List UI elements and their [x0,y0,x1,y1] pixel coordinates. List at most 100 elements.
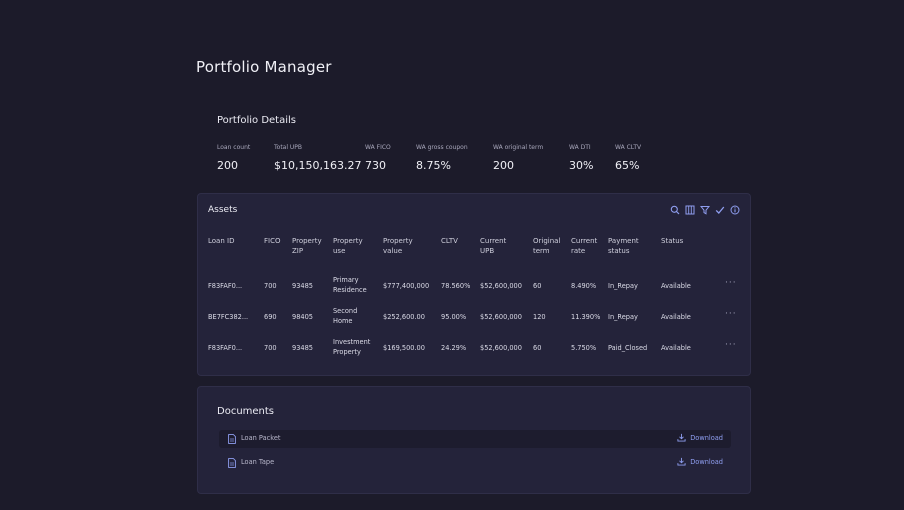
search-icon[interactable] [670,205,680,215]
cell-original-term: 60 [533,282,542,290]
metric-value: 8.75% [416,159,451,172]
cell-fico: 690 [264,313,277,321]
header-line: Loan ID [208,237,235,245]
cell-loan-id: F83FAF0... [208,282,243,290]
cell-original-term: 120 [533,313,546,321]
cell-loan-id: BE7FC382... [208,313,249,321]
cell-current-rate: 5.750% [571,344,597,352]
cell-current-upb: $52,600,000 [480,344,522,352]
column-header-property-zip[interactable]: Property ZIP [292,236,322,256]
cell-line: Home [333,317,353,325]
metric-value: 65% [615,159,640,172]
cell-original-term: 60 [533,344,542,352]
cell-zip: 93485 [292,344,313,352]
cell-payment-status: Paid_Closed [608,344,648,352]
cell-payment-status: In_Repay [608,313,638,321]
assets-toolbar [670,205,740,215]
cell-fico: 700 [264,282,277,290]
cell-property-use: Investment Property [333,337,370,357]
cell-cltv: 24.29% [441,344,467,352]
cell-cltv: 95.00% [441,313,467,321]
column-header-property-value[interactable]: Property value [383,236,413,256]
document-icon [228,458,236,468]
metric-label: Total UPB [274,144,303,151]
column-header-current-rate[interactable]: Current rate [571,236,597,256]
metric-label: WA gross coupon [416,144,468,151]
header-line: FICO [264,237,281,245]
metric-wa-dti: WA DTI 30% [569,144,593,172]
metric-loan-count: Loan count 200 [217,144,250,172]
download-button[interactable]: Download [677,433,723,442]
header-line: Property [333,237,363,245]
cell-line: Investment [333,338,371,346]
document-row[interactable]: Loan Packet Download [219,430,731,448]
metric-value: 30% [569,159,594,172]
cell-line: Second [333,307,358,315]
header-line: term [533,247,550,255]
column-header-fico[interactable]: FICO [264,236,281,246]
header-line: value [383,247,403,255]
cell-status: Available [661,313,691,321]
row-more-button[interactable]: ··· [725,278,737,288]
column-header-property-use[interactable]: Property use [333,236,363,256]
filter-icon[interactable] [700,205,710,215]
cell-current-rate: 11.390% [571,313,601,321]
header-line: Current [571,237,598,245]
cell-loan-id: F83FAF0... [208,344,243,352]
header-line: Property [383,237,413,245]
download-label: Download [690,433,723,442]
metric-label: WA FICO [365,144,391,151]
metric-label: WA DTI [569,144,591,151]
documents-title: Documents [217,406,275,417]
document-icon [228,434,236,444]
header-line: Payment [608,237,639,245]
metric-value: $10,150,163.27 [274,159,362,172]
cell-payment-status: In_Repay [608,282,638,290]
column-header-loan-id[interactable]: Loan ID [208,236,234,246]
download-button[interactable]: Download [677,457,723,466]
metric-wa-original-term: WA original term 200 [493,144,543,172]
assets-title: Assets [208,205,238,215]
cell-cltv: 78.560% [441,282,471,290]
download-icon [677,433,686,442]
cell-property-value: $169,500.00 [383,344,425,352]
check-icon[interactable] [715,205,725,215]
column-header-original-term[interactable]: Original term [533,236,560,256]
header-line: Original [533,237,561,245]
cell-line: Property [333,348,361,356]
cell-current-rate: 8.490% [571,282,597,290]
metric-wa-gross-coupon: WA gross coupon 8.75% [416,144,468,172]
page-title: Portfolio Manager [196,58,332,76]
cell-zip: 98405 [292,313,313,321]
document-row[interactable]: Loan Tape Download [219,454,731,472]
columns-icon[interactable] [685,205,695,215]
cell-property-use: Primary Residence [333,275,367,295]
cell-zip: 93485 [292,282,313,290]
header-line: ZIP [292,247,304,255]
cell-fico: 700 [264,344,277,352]
column-header-cltv[interactable]: CLTV [441,236,458,246]
cell-status: Available [661,282,691,290]
column-header-current-upb[interactable]: Current UPB [480,236,506,256]
column-header-status[interactable]: Status [661,236,683,246]
document-name: Loan Packet [241,434,281,442]
cell-property-use: Second Home [333,306,357,326]
header-line: status [608,247,630,255]
column-header-payment-status[interactable]: Payment status [608,236,639,256]
header-line: Current [480,237,507,245]
cell-line: Primary [333,276,359,284]
cell-line: Residence [333,286,367,294]
metric-wa-fico: WA FICO 730 [365,144,391,172]
portfolio-details-title: Portfolio Details [217,115,296,126]
metric-value: 200 [217,159,238,172]
info-icon[interactable] [730,205,740,215]
document-name: Loan Tape [241,458,275,466]
metric-wa-cltv: WA CLTV 65% [615,144,641,172]
documents-card: Documents Loan Packet Download Loan Tape… [197,386,751,494]
metric-label: WA CLTV [615,144,642,151]
cell-current-upb: $52,600,000 [480,313,522,321]
row-more-button[interactable]: ··· [725,340,737,350]
row-more-button[interactable]: ··· [725,309,737,319]
cell-status: Available [661,344,691,352]
header-line: use [333,247,346,255]
